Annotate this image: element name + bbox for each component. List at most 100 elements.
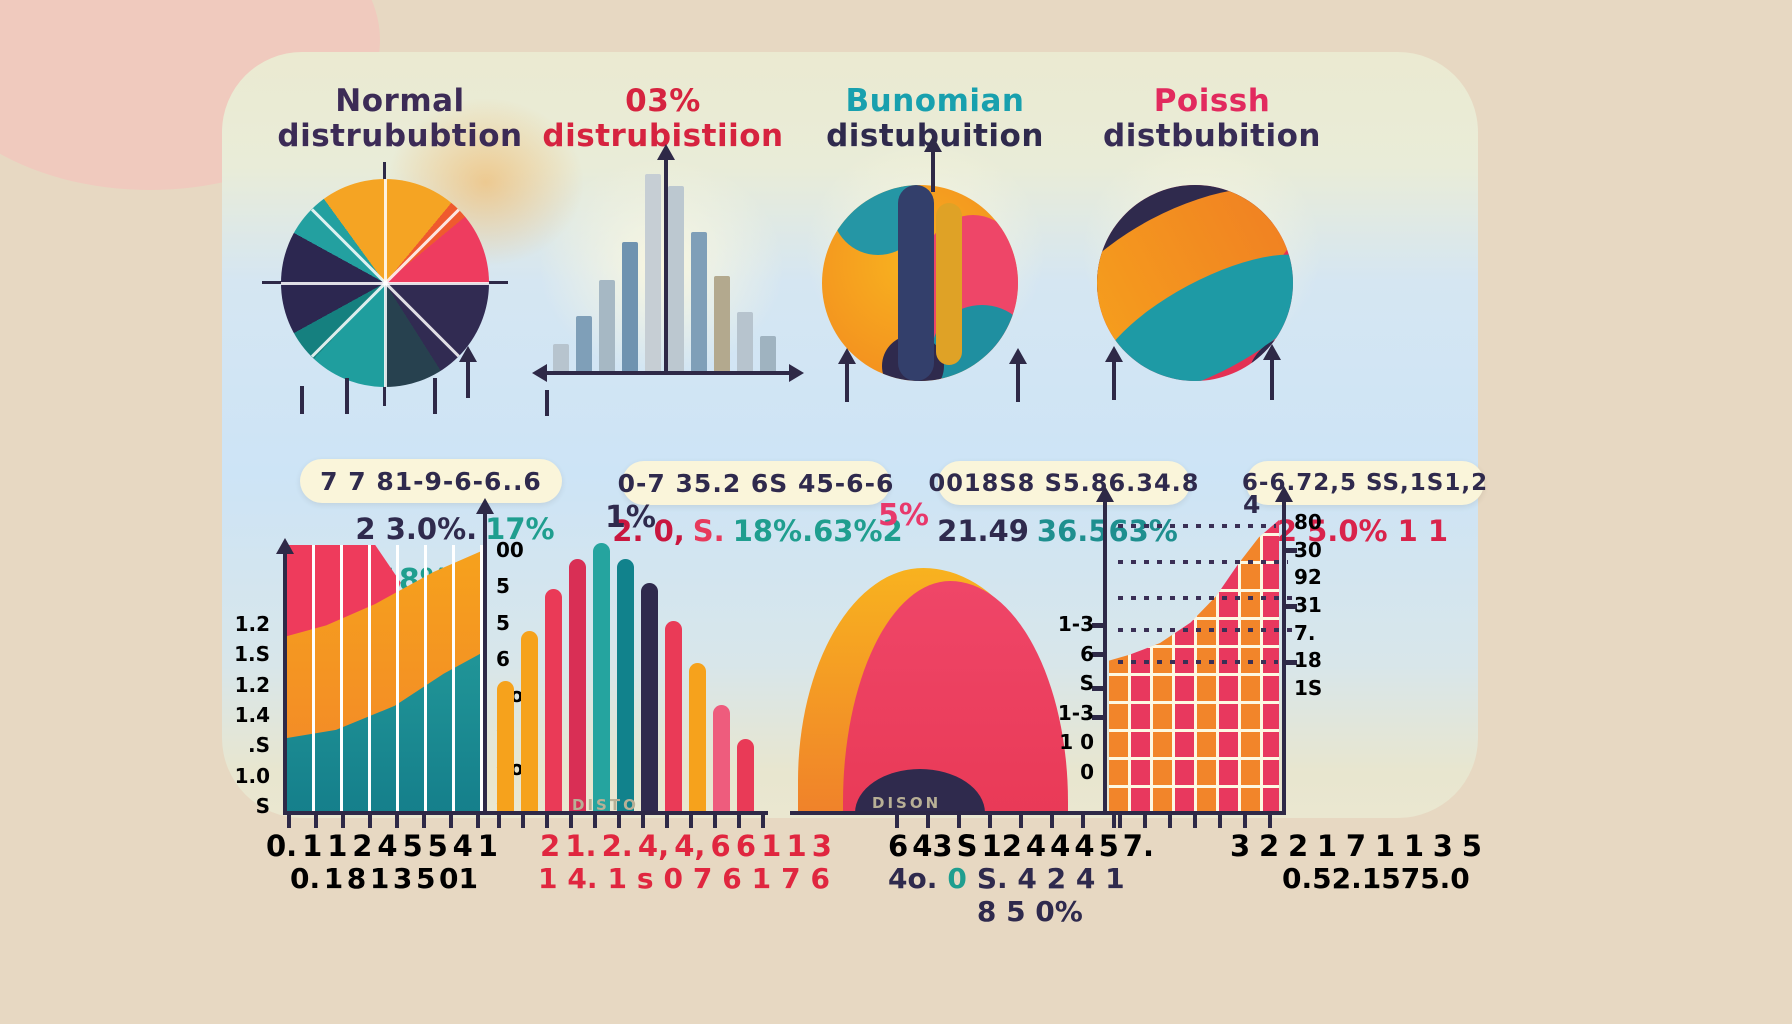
label: 1: [786, 829, 807, 863]
label: 2.: [601, 829, 633, 863]
b3-x-ticks: [895, 813, 1153, 828]
label: 17%: [485, 512, 555, 546]
label: 1: [751, 862, 772, 895]
tick-mark: [345, 378, 349, 414]
bar: [599, 280, 615, 372]
label: 2 3.0%.: [355, 512, 478, 546]
bar: [714, 276, 730, 372]
dotted-gridline: [1118, 560, 1288, 564]
label: 4: [1025, 829, 1047, 863]
label: 1: [327, 829, 348, 863]
label: 1: [1374, 829, 1396, 863]
sub-value-1: 2 3.0%. 17%: [330, 512, 580, 546]
label: 00: [496, 538, 524, 562]
bar: [760, 336, 776, 372]
bar: [665, 621, 682, 811]
b2-x-labels-row1: 2 1. 2. 4, 4, 6 6 1 1 3: [540, 829, 832, 863]
axis-tick: [1092, 623, 1106, 628]
label: 18: [1294, 648, 1322, 673]
title-line1: 03%: [625, 83, 701, 119]
label: 2.: [1331, 862, 1362, 895]
label: 1-3: [1057, 700, 1094, 725]
label: 5.0: [1420, 862, 1470, 895]
label: 1.0: [234, 763, 270, 788]
b4-x-ticks: [1118, 813, 1280, 828]
watermark-disto: DISTO: [572, 796, 639, 814]
b4-x-labels-row2: 0. 5 2. 1 5 7 5.0: [1282, 862, 1470, 895]
label: 8: [346, 862, 367, 895]
title-poisson-distribution: Poissh distbubition: [1062, 84, 1362, 154]
label: 1: [302, 829, 323, 863]
label: S.: [692, 514, 725, 548]
label: 6: [1080, 641, 1094, 666]
bar: [691, 232, 707, 372]
label: 1: [477, 829, 498, 863]
b4-left-axis-labels: 1-3 6 S 1-3 1 0 0: [1050, 612, 1094, 784]
label: 4: [377, 829, 398, 863]
label: 31: [1294, 592, 1322, 617]
label: .S: [247, 733, 270, 758]
label: 43: [912, 829, 953, 863]
label: s: [636, 862, 654, 895]
axis-tick: [1284, 660, 1297, 665]
axis-tick: [1092, 652, 1106, 657]
b3-percent-label: 5%: [878, 498, 929, 533]
label: 5: [496, 574, 510, 599]
label: 1.4: [234, 702, 270, 727]
label: 01: [439, 862, 478, 895]
label: 0: [663, 862, 683, 895]
label: 4,: [674, 829, 706, 863]
bar: [553, 344, 569, 372]
sub-value-2: 2. 0, S. 18%.63%2: [612, 514, 902, 548]
label: 18%.63%2: [732, 514, 903, 548]
bar: [689, 663, 706, 811]
up-arrow-icon: [459, 346, 477, 398]
b1-x-labels-row2: 0. 1 8 1 3 5 01: [290, 862, 478, 895]
histogram-horizontal-axis: [532, 364, 804, 382]
title-normal-distribution: Normal distrububtion: [250, 84, 550, 154]
label: 6: [735, 829, 757, 863]
b1-left-axis-labels: 1.2 1.S 1.2 1.4 .S 1.0 S: [222, 612, 270, 818]
bar: [521, 631, 538, 811]
label: 5: [496, 610, 510, 635]
pill-text: 0-7 35.2 6S 45-6-6: [617, 468, 895, 498]
label: 4o.: [888, 862, 938, 895]
label: 4,: [637, 829, 670, 863]
label: 0.: [1282, 862, 1313, 895]
label: 5: [427, 829, 448, 863]
label: 1.: [565, 829, 597, 863]
label: 7.: [1294, 620, 1316, 645]
b1-right-axis: [476, 498, 494, 813]
label: 7.: [1122, 829, 1154, 863]
b1-x-labels-row1: 0. 1 1 2 4 5 5 4 1: [266, 829, 498, 863]
label: 2: [352, 829, 373, 863]
pill-text: 7 7 81-9-6-6..6: [320, 466, 542, 496]
label: 6: [710, 829, 731, 863]
b2-percent-label: 1%: [605, 500, 656, 535]
label: 5: [415, 862, 436, 895]
value-pill-4: 6-6.72,5 SS,1S1,2: [1242, 461, 1487, 505]
label: 1.2: [234, 672, 270, 697]
label: 4: [1050, 829, 1071, 863]
bar: [593, 543, 610, 811]
title-line1: Normal: [335, 83, 465, 119]
label: 1: [538, 862, 558, 895]
bar: [622, 242, 638, 372]
label: 36.563%: [1036, 514, 1178, 548]
up-arrow-icon: [838, 348, 856, 402]
b1-x-ticks: [287, 813, 487, 828]
label: 21.49: [937, 514, 1029, 548]
blob-navy-strip: [898, 185, 934, 381]
label: 1.2: [234, 612, 270, 636]
b4-right-axis-labels: 80 30 92 31 7. 18 1S: [1294, 510, 1322, 700]
label: 5: [1098, 829, 1119, 863]
axis-tick: [1092, 686, 1106, 691]
dotted-gridline: [1118, 628, 1292, 632]
up-arrow-icon: [1105, 346, 1123, 400]
bar: [497, 681, 514, 811]
area-gridlines: [287, 545, 483, 813]
label: 12: [981, 829, 1022, 863]
label: 0.: [290, 862, 321, 895]
label: S: [1079, 671, 1094, 696]
